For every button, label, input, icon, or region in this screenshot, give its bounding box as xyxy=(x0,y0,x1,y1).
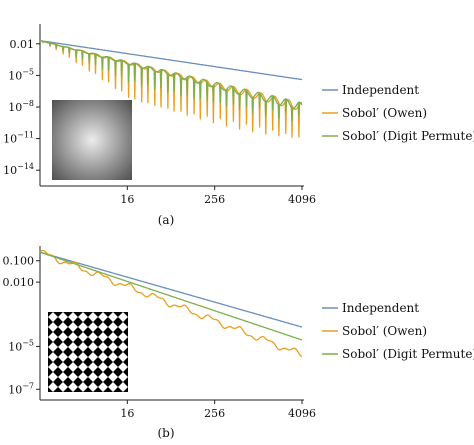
panel-label: (b) xyxy=(157,426,174,440)
x-tick-label: 16 xyxy=(120,407,134,420)
y-tick-label: 0.010 xyxy=(3,276,35,289)
legend-label-digit: Sobol′ (Digit Permute) xyxy=(342,347,474,361)
inset-checkerboard-image xyxy=(48,312,128,392)
x-tick-label: 16 xyxy=(120,193,134,206)
chart-panel-b: 0.100 0.010 10−5 10−7 16 256 4096 Independent So… xyxy=(3,246,474,440)
legend-label-owen: Sobol′ (Owen) xyxy=(342,106,427,120)
legend-label-digit: Sobol′ (Digit Permute) xyxy=(342,129,474,143)
y-tick-label: 10−7 xyxy=(8,381,34,396)
series-line-independent xyxy=(39,39,303,81)
y-tick-label: 0.01 xyxy=(10,38,35,51)
series-line-independent xyxy=(39,251,303,328)
panel-label: (a) xyxy=(158,213,175,227)
y-tick-label: 10−8 xyxy=(8,99,34,114)
series-line-digit xyxy=(39,251,303,341)
series-line-owen xyxy=(39,249,303,358)
x-tick-label: 4096 xyxy=(288,407,316,420)
x-tick-label: 256 xyxy=(204,407,225,420)
legend-label-owen: Sobol′ (Owen) xyxy=(342,324,427,338)
y-tick-label: 10−5 xyxy=(8,67,34,82)
y-tick-label: 0.100 xyxy=(3,255,35,268)
x-tick-label: 256 xyxy=(204,193,225,206)
series-line-digit xyxy=(39,39,303,122)
y-tick-label: 10−14 xyxy=(3,162,34,177)
y-tick-label: 10−5 xyxy=(8,338,34,353)
legend-label-independent: Independent xyxy=(342,83,419,97)
legend-label-independent: Independent xyxy=(342,301,419,315)
x-tick-label: 4096 xyxy=(288,193,316,206)
inset-gradient-image xyxy=(52,100,132,180)
y-tick-label: 10−11 xyxy=(3,131,34,146)
chart-panel-a: 0.01 10−5 10−8 10−11 10−14 16 256 4096 Independe… xyxy=(3,24,474,227)
